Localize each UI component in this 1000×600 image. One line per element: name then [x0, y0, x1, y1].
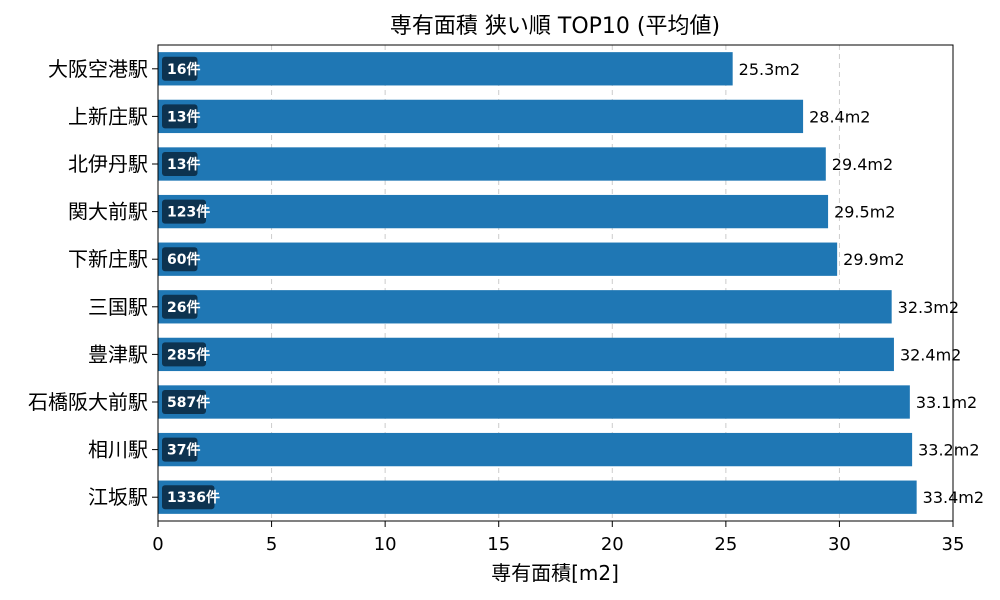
bar	[158, 242, 838, 276]
count-badge	[162, 437, 198, 462]
x-tick-label: 20	[601, 534, 624, 555]
value-label: 32.3m2	[898, 298, 959, 317]
bar	[158, 290, 892, 324]
category-label: 下新庄駅	[68, 247, 148, 271]
category-label: 相川駅	[88, 438, 148, 462]
value-label: 25.3m2	[739, 60, 800, 79]
bars	[158, 52, 917, 514]
count-label: 37件	[167, 442, 200, 459]
count-badge	[162, 390, 206, 414]
value-label: 29.9m2	[843, 250, 904, 269]
plot-frame	[157, 44, 954, 522]
count-label: 16件	[167, 61, 200, 78]
value-label: 33.2m2	[918, 441, 979, 460]
bar	[158, 337, 894, 372]
bar	[158, 147, 826, 181]
count-badge	[162, 199, 206, 224]
count-badge	[162, 485, 215, 510]
category-label: 大阪空港駅	[48, 57, 148, 81]
category-label: 石橋阪大前駅	[28, 390, 148, 414]
bar	[158, 432, 913, 467]
bar	[158, 194, 829, 229]
count-badge	[162, 342, 206, 367]
category-label: 江坂駅	[88, 485, 148, 509]
bar	[158, 480, 917, 514]
value-label: 29.4m2	[832, 155, 893, 174]
bar	[158, 99, 804, 134]
count-label: 587件	[167, 394, 210, 411]
count-badge	[162, 56, 198, 81]
x-tick-label: 5	[266, 534, 277, 555]
x-axis-label: 専有面積[m2]	[491, 561, 619, 585]
count-label: 13件	[167, 108, 200, 125]
x-tick-label: 25	[714, 534, 737, 555]
category-label: 上新庄駅	[68, 104, 148, 128]
count-label: 13件	[167, 156, 200, 173]
category-label: 豊津駅	[88, 342, 148, 366]
value-label: 29.5m2	[834, 203, 895, 222]
count-label: 1336件	[167, 489, 220, 506]
count-badge	[162, 152, 198, 176]
count-badge	[162, 247, 198, 272]
x-tick-label: 35	[942, 534, 965, 555]
value-label: 28.4m2	[809, 107, 870, 126]
category-label: 北伊丹駅	[68, 152, 148, 176]
x-tick-label: 10	[374, 534, 397, 555]
category-label: 関大前駅	[68, 200, 148, 224]
bar	[158, 385, 910, 419]
x-tick-label: 30	[828, 534, 851, 555]
count-label: 26件	[167, 299, 200, 316]
count-label: 285件	[167, 346, 210, 363]
x-tick-label: 15	[487, 534, 510, 555]
count-badge	[162, 104, 198, 129]
x-tick-label: 0	[152, 534, 163, 555]
count-label: 60件	[167, 251, 200, 268]
value-label: 33.1m2	[916, 393, 977, 412]
chart-title: 専有面積 狭い順 TOP10 (平均値)	[390, 14, 720, 39]
category-label: 三国駅	[88, 295, 148, 319]
count-badge	[162, 294, 198, 319]
x-axis: 0 5 10 15 20 25 30 35	[152, 68, 965, 555]
value-label: 32.4m2	[900, 345, 961, 364]
bar	[158, 52, 733, 86]
count-label: 123件	[167, 204, 210, 221]
